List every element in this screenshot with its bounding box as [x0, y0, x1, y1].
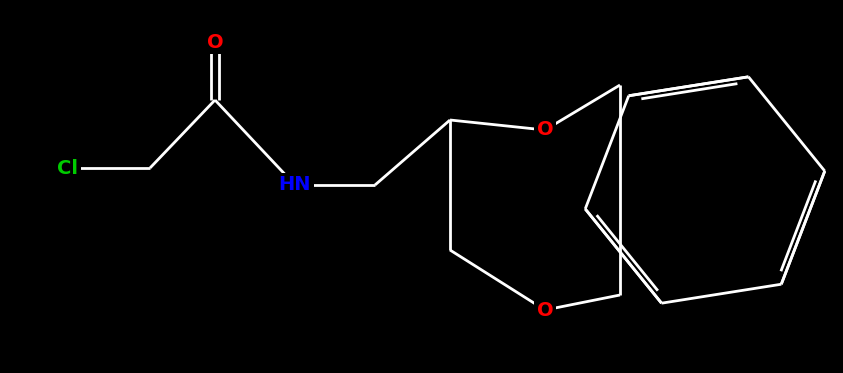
Text: HN: HN: [279, 176, 311, 194]
Text: O: O: [207, 32, 223, 51]
Text: O: O: [537, 301, 553, 320]
Text: Cl: Cl: [57, 159, 78, 178]
Text: O: O: [537, 120, 553, 140]
